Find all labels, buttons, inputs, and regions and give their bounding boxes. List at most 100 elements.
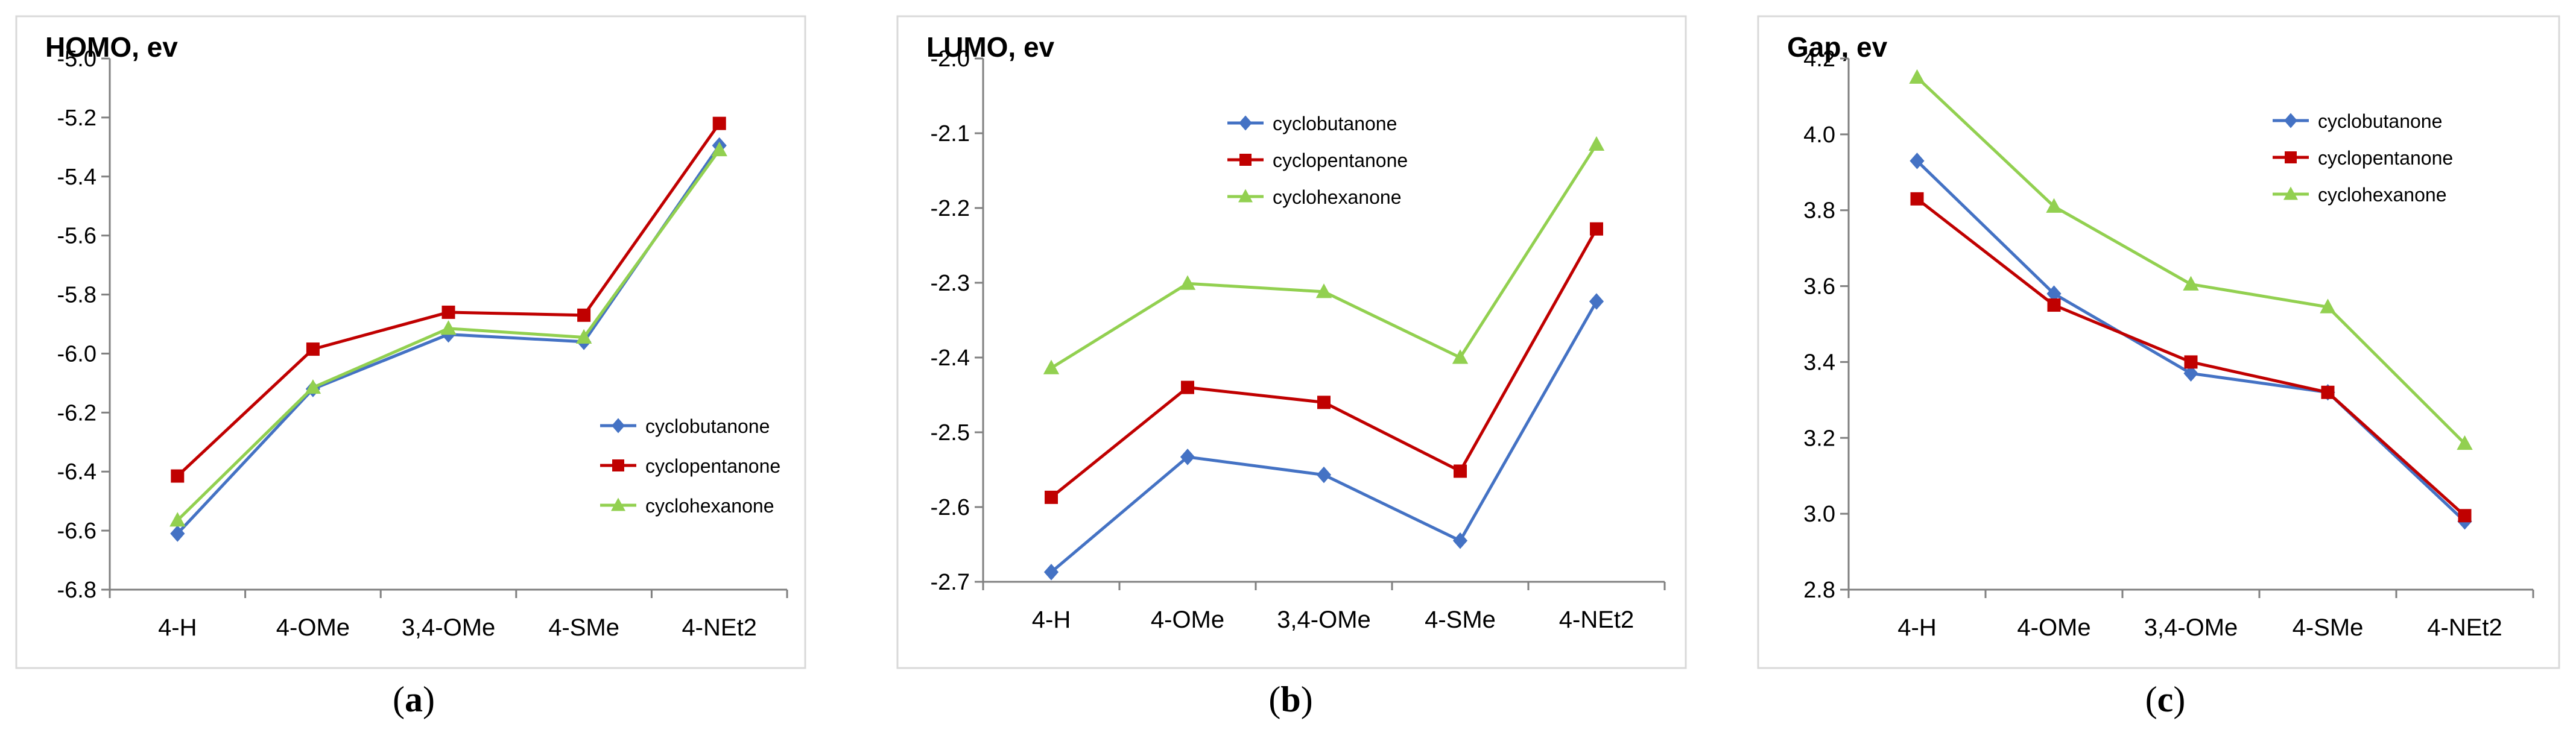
legend: cyclobutanone cyclopentanone cyclohexanone (2273, 110, 2453, 206)
legend-marker (1239, 115, 1252, 131)
legend-marker (2284, 113, 2297, 128)
data-point (305, 379, 321, 394)
data-point (1452, 532, 1468, 549)
y-tick-label: -6.4 (57, 459, 97, 485)
series-cyclohexanone (169, 141, 727, 527)
data-point (440, 320, 457, 335)
y-tick-label: -5.4 (57, 165, 97, 190)
legend-marker (1239, 154, 1252, 166)
data-point (575, 329, 592, 344)
x-tick-label: 4-H (1897, 614, 1936, 641)
legend: cyclobutanone cyclopentanone cyclohexanone (600, 415, 780, 517)
y-tick-label: -6.6 (57, 518, 97, 544)
data-point (1590, 222, 1603, 236)
data-point (2183, 365, 2198, 382)
data-point (712, 116, 726, 130)
data-point (1910, 192, 1924, 206)
data-point (1180, 449, 1195, 465)
legend-entry: cyclobutanone (1273, 113, 1397, 134)
data-point (306, 342, 320, 356)
legend-marker (612, 459, 624, 471)
panel-caption: (b) (1268, 679, 1312, 719)
legend-entry: cyclopentanone (645, 455, 780, 477)
data-point (1589, 293, 1604, 310)
chart-title: LUMO, ev (926, 31, 1055, 63)
data-point (1043, 564, 1059, 581)
legend-entry: cyclopentanone (1273, 150, 1408, 171)
legend-entry: cyclohexanone (1273, 186, 1401, 208)
series-cyclopentanone (1910, 192, 2472, 523)
series-cyclohexanone (1043, 136, 1605, 374)
data-point (171, 469, 185, 483)
data-point (2183, 276, 2199, 291)
data-point (577, 308, 591, 322)
data-point (1910, 153, 1925, 169)
y-tick-label: -2.4 (931, 345, 970, 371)
data-point (1043, 359, 1060, 374)
data-point (1452, 349, 1469, 364)
y-tick-label: -2.0 (931, 46, 970, 72)
y-tick-label: -2.1 (931, 121, 970, 147)
data-point (2320, 298, 2336, 314)
y-tick-label: -6.8 (57, 578, 97, 603)
legend-marker (612, 418, 625, 433)
data-point (1317, 396, 1331, 409)
data-point (1045, 490, 1058, 504)
x-tick-label: 4-OMe (276, 614, 350, 641)
series-cyclopentanone (1045, 222, 1603, 504)
series-cyclopentanone (171, 116, 726, 483)
x-tick-label: 3,4-OMe (1277, 607, 1371, 633)
chart-panel-2: LUMO, ev -2.7 -2.6 -2.5 -2.4 -2.3 -2.2 -2.1 -2.0… (896, 15, 1687, 719)
data-point (441, 305, 455, 319)
y-tick-label: -5.2 (57, 106, 97, 131)
y-tick-label: -5.6 (57, 224, 97, 249)
y-tick-label: -6.0 (57, 341, 97, 367)
series-cyclobutanone (1043, 293, 1604, 581)
chart-panel-1: HOMO, ev -6.8 -6.6 -6.4 -6.2 -6.0 -5.8 -5.6 -5.4… (15, 15, 806, 719)
y-tick-label: 4.2 (1803, 46, 1835, 72)
data-point (1316, 466, 1332, 484)
y-tick-label: -2.2 (931, 196, 970, 221)
x-tick-label: 4-NEt2 (1559, 607, 1635, 633)
legend-marker (1238, 189, 1253, 203)
y-tick-label: 3.0 (1803, 502, 1835, 527)
chart-title: Gap, ev (1787, 31, 1888, 63)
y-tick-label: -5.8 (57, 283, 97, 308)
data-point (711, 141, 727, 157)
data-point (2457, 435, 2473, 450)
y-tick-label: 3.2 (1803, 426, 1835, 451)
x-tick-label: 4-SMe (548, 614, 619, 641)
y-tick-label: -2.7 (931, 570, 970, 595)
x-tick-label: 4-SMe (2293, 614, 2364, 641)
data-point (169, 512, 186, 527)
data-point (1909, 69, 1925, 84)
legend-entry: cyclobutanone (2318, 110, 2442, 132)
legend-entry: cyclohexanone (645, 495, 774, 517)
y-tick-label: -2.3 (931, 271, 970, 296)
x-tick-label: 4-SMe (1425, 607, 1496, 633)
series-cyclohexanone (1909, 69, 2473, 450)
legend-marker (2285, 151, 2297, 163)
legend-entry: cyclobutanone (645, 415, 770, 437)
legend-marker (611, 497, 625, 511)
legend-marker (2283, 186, 2298, 200)
chart-frame (15, 15, 806, 669)
y-tick-label: -5.0 (57, 46, 97, 72)
data-point (2184, 355, 2198, 369)
data-point (1181, 380, 1194, 394)
x-tick-label: 4-H (1032, 607, 1071, 633)
data-point (170, 525, 185, 542)
x-tick-label: 4-H (158, 614, 197, 641)
data-point (2321, 385, 2335, 399)
x-tick-label: 4-NEt2 (682, 614, 757, 641)
data-point (2046, 198, 2062, 213)
x-tick-label: 4-NEt2 (2427, 614, 2502, 641)
y-tick-label: -2.6 (931, 495, 970, 520)
y-tick-label: 2.8 (1803, 578, 1835, 603)
data-point (2046, 285, 2062, 302)
data-point (2047, 298, 2061, 312)
panel-caption: (c) (2145, 679, 2186, 719)
x-tick-label: 4-OMe (2017, 614, 2090, 641)
x-tick-label: 3,4-OMe (2144, 614, 2238, 641)
